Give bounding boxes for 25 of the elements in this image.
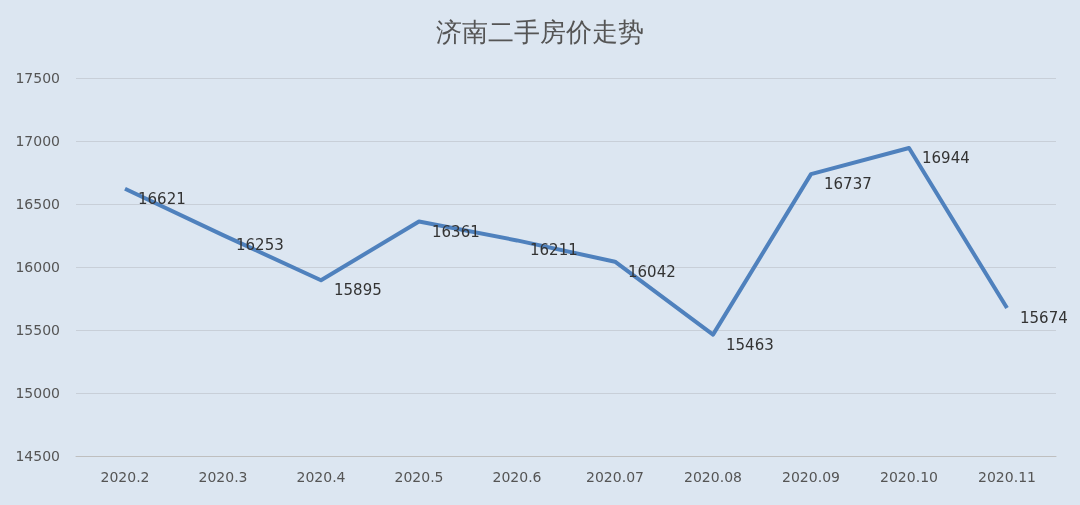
data-label: 16737 — [824, 175, 872, 194]
data-label: 16944 — [922, 149, 970, 168]
x-tick-label: 2020.3 — [198, 469, 248, 485]
x-tick-label: 2020.5 — [394, 469, 444, 485]
x-tick-label: 2020.2 — [100, 469, 150, 485]
x-tick-label: 2020.6 — [492, 469, 542, 485]
line-series — [123, 146, 1009, 337]
chart-title: 济南二手房价走势 — [436, 17, 644, 47]
y-tick-label: 14500 — [15, 448, 60, 464]
y-tick-label: 17500 — [15, 70, 60, 86]
x-tick-label: 2020.07 — [586, 469, 644, 485]
data-label: 15674 — [1020, 309, 1068, 328]
x-tick-label: 2020.09 — [782, 469, 840, 485]
y-tick-label: 17000 — [15, 133, 60, 149]
data-label: 15895 — [334, 281, 382, 300]
x-tick-label: 2020.4 — [296, 469, 346, 485]
x-tick-label: 2020.11 — [978, 469, 1036, 485]
y-tick-label: 15500 — [15, 322, 60, 338]
data-label: 16042 — [628, 262, 676, 281]
y-tick-label: 16000 — [15, 259, 60, 275]
x-tick-label: 2020.08 — [684, 469, 742, 485]
y-tick-label: 16500 — [15, 196, 60, 212]
x-tick-label: 2020.10 — [880, 469, 938, 485]
y-tick-label: 15000 — [15, 385, 60, 401]
data-label: 15463 — [726, 335, 774, 354]
